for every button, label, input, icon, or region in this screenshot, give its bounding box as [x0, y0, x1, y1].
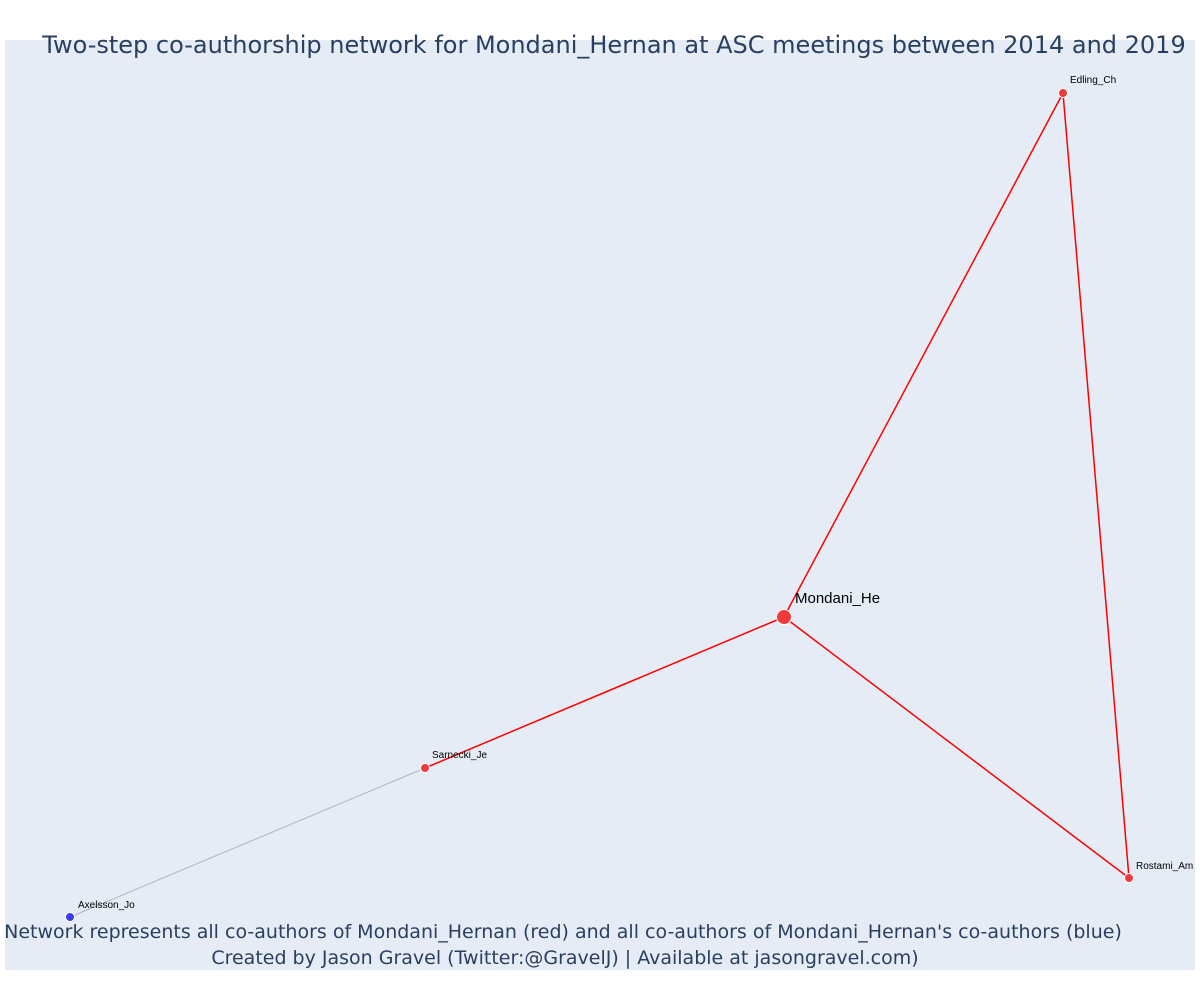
plot-area — [5, 40, 1195, 970]
node-sarnecki[interactable] — [420, 763, 430, 773]
edge-mondani-sarnecki — [424, 616, 785, 769]
footnote-line-2: Created by Jason Gravel (Twitter:@Gravel… — [211, 947, 918, 969]
node-edling[interactable] — [1058, 88, 1068, 98]
edge-mondani-rostami — [783, 616, 1130, 879]
node-mondani[interactable] — [776, 609, 792, 625]
edges-layer — [69, 92, 1130, 918]
edge-edling-rostami — [1062, 92, 1130, 879]
nodes-layer — [65, 88, 1134, 922]
node-axelsson[interactable] — [65, 912, 75, 922]
edge-sarnecki-axelsson — [69, 767, 426, 918]
node-rostami[interactable] — [1124, 873, 1134, 883]
node-label-edling: Edling_Ch — [1070, 75, 1116, 86]
node-label-rostami: Rostami_Am — [1136, 861, 1193, 872]
footnote-line-1: Network represents all co-authors of Mon… — [4, 921, 1122, 943]
node-label-axelsson: Axelsson_Jo — [78, 900, 135, 911]
node-label-sarnecki: Sarnecki_Je — [432, 750, 487, 761]
node-label-mondani: Mondani_He — [795, 590, 880, 607]
chart-title: Two-step co-authorship network for Monda… — [41, 31, 1185, 59]
labels-layer: Mondani_He Edling_Ch Rostami_Am Sarnecki_Je… — [78, 75, 1193, 911]
edge-mondani-edling — [783, 92, 1064, 618]
